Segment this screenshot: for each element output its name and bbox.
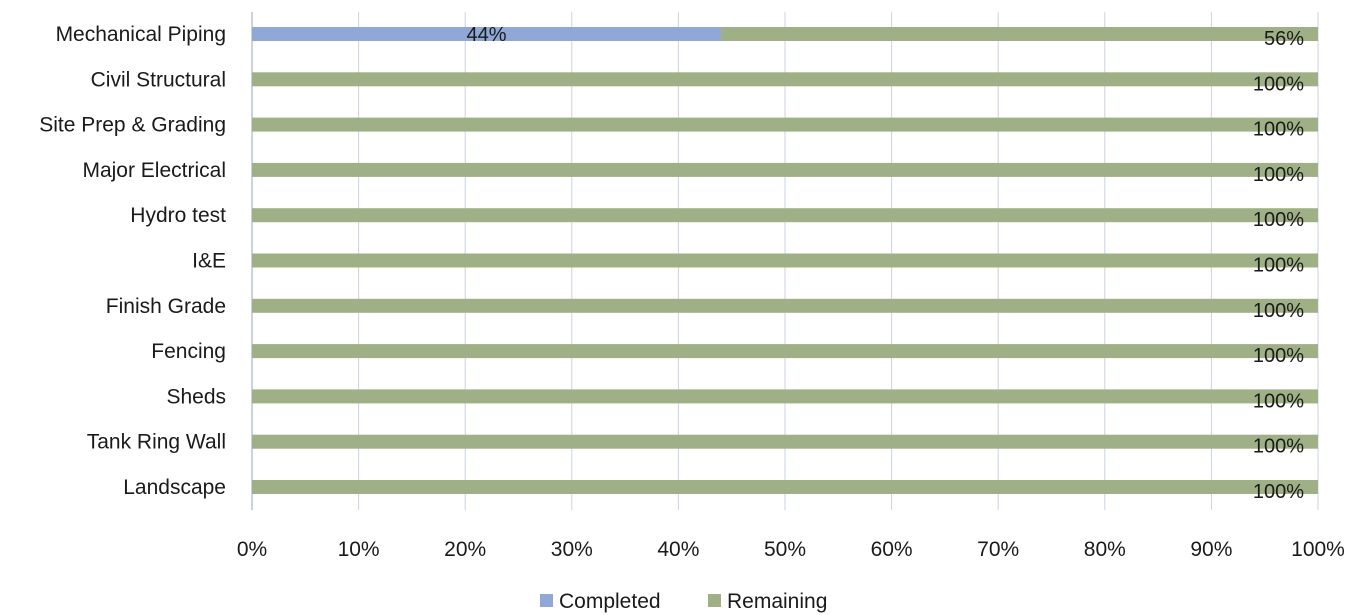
x-tick-label: 10% [338, 538, 380, 561]
data-label: 100% [1253, 119, 1304, 141]
bar-completed [252, 27, 722, 41]
bar-remaining [252, 162, 1318, 177]
category-label: Site Prep & Grading [39, 114, 226, 137]
bar-remaining [252, 434, 1318, 449]
data-label: 100% [1253, 255, 1304, 277]
bar-remaining [252, 208, 1318, 223]
bar-remaining [252, 480, 1318, 494]
x-tick-label: 30% [551, 538, 593, 561]
data-label: 100% [1253, 345, 1304, 367]
category-label: I&E [192, 250, 226, 273]
category-label: Finish Grade [106, 295, 226, 318]
data-label: 100% [1253, 209, 1304, 231]
data-label: 100% [1253, 481, 1304, 503]
data-labels: 44% 56% 100% 100% 100% 100% 100% 100% 100% 100% 10… [467, 24, 1305, 503]
legend-label-completed: Completed [559, 590, 661, 613]
bar-remaining [252, 344, 1318, 359]
x-tick-label: 70% [977, 538, 1019, 561]
category-label: Civil Structural [91, 68, 226, 91]
bar-remaining [721, 27, 1318, 41]
x-tick-label: 80% [1084, 538, 1126, 561]
legend-swatch-remaining [708, 594, 721, 607]
category-label: Fencing [151, 340, 226, 363]
data-label: 100% [1253, 300, 1304, 322]
data-label: 100% [1253, 390, 1304, 412]
x-tick-label: 40% [657, 538, 699, 561]
category-label: Sheds [166, 385, 226, 408]
legend: Completed Remaining [540, 590, 827, 613]
data-label: 100% [1253, 436, 1304, 458]
category-labels: Mechanical Piping Civil Structural Site Pr… [39, 23, 226, 499]
category-label: Tank Ring Wall [87, 431, 226, 454]
x-axis-tick-labels: 0% 10% 20% 30% 40% 50% 60% 70% 80% 90% 100% [237, 538, 1345, 561]
bar-remaining [252, 72, 1318, 87]
data-label: 100% [1253, 164, 1304, 186]
bar-group [252, 27, 1318, 494]
data-label: 56% [1264, 28, 1304, 50]
bar-remaining [252, 253, 1318, 268]
category-label: Landscape [123, 476, 226, 499]
x-tick-label: 100% [1291, 538, 1345, 561]
category-label: Hydro test [130, 204, 226, 227]
data-label: 100% [1253, 73, 1304, 95]
x-tick-label: 20% [444, 538, 486, 561]
x-tick-label: 90% [1190, 538, 1232, 561]
category-label: Mechanical Piping [56, 23, 226, 46]
x-tick-label: 60% [871, 538, 913, 561]
bar-remaining [252, 389, 1318, 404]
bar-remaining [252, 298, 1318, 313]
legend-label-remaining: Remaining [727, 590, 827, 613]
data-label: 44% [467, 24, 507, 46]
x-tick-label: 0% [237, 538, 267, 561]
category-label: Major Electrical [82, 159, 226, 182]
bar-remaining [252, 117, 1318, 132]
x-tick-label: 50% [764, 538, 806, 561]
legend-swatch-completed [540, 594, 553, 607]
